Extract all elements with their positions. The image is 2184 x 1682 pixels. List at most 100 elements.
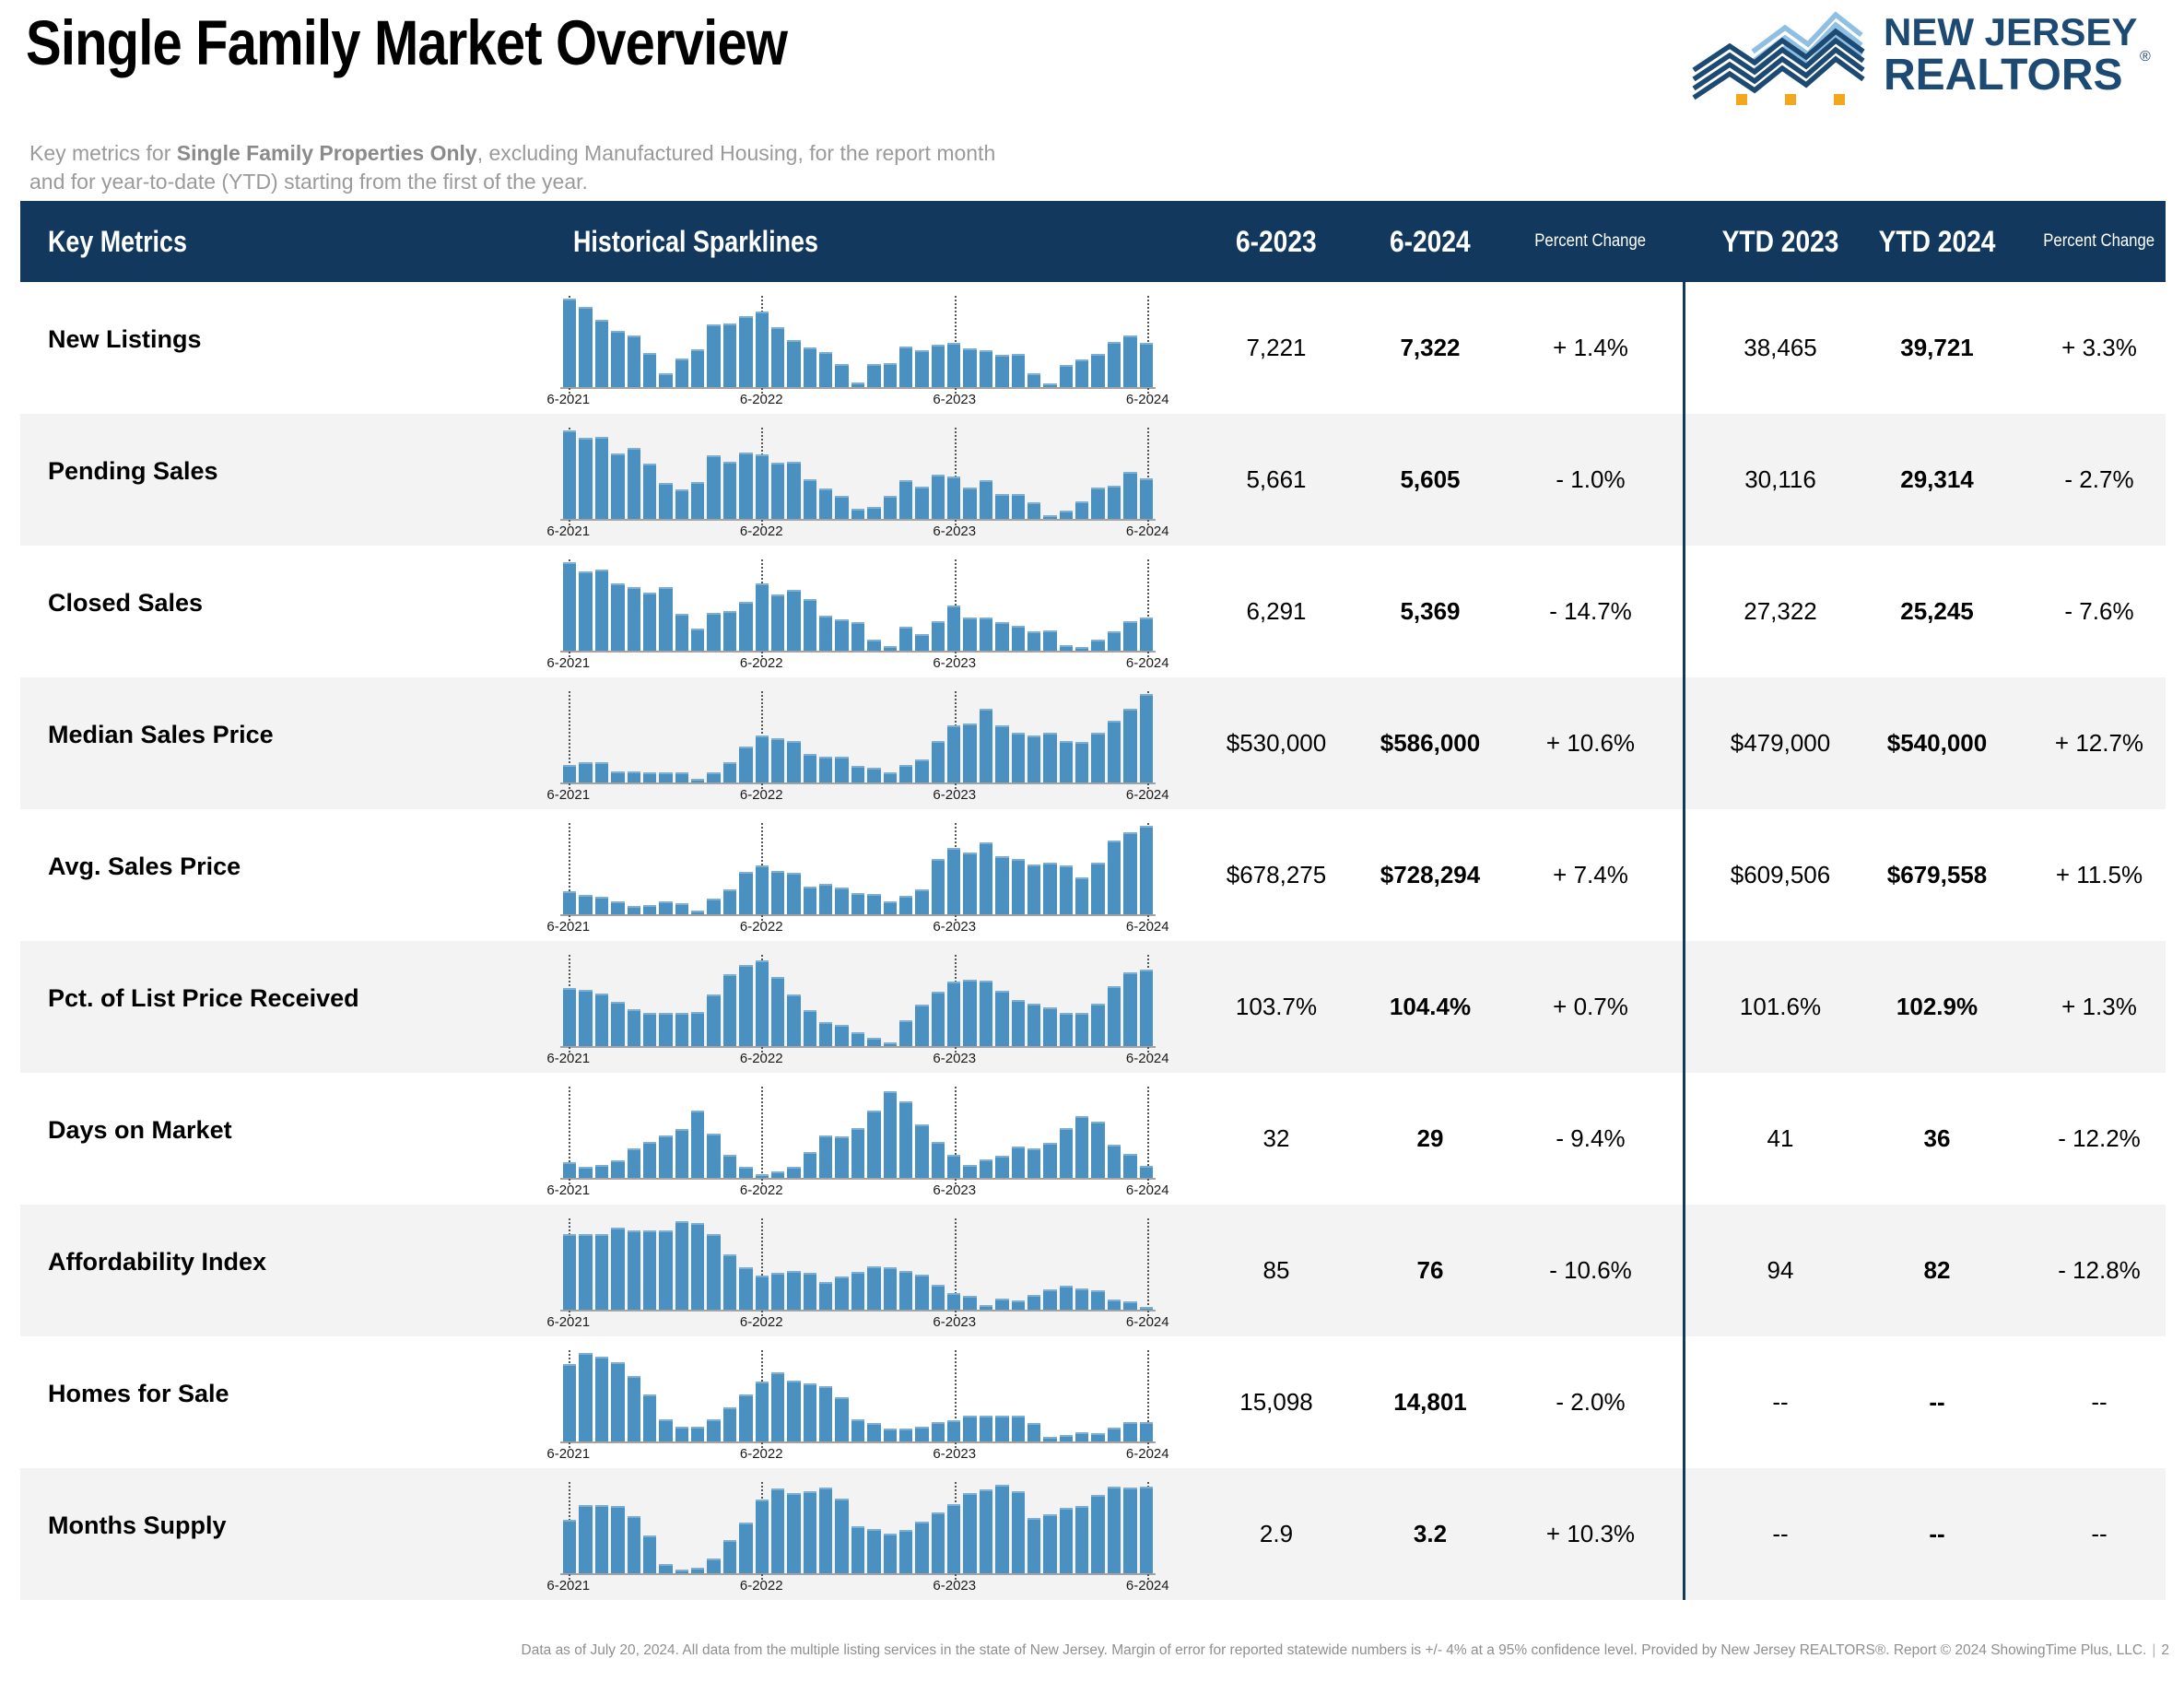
spark-bar	[915, 487, 929, 519]
spark-bar	[594, 896, 609, 914]
value-ytd-prev: --	[1772, 1520, 1789, 1547]
spark-bar	[691, 348, 705, 387]
metric-row: Closed Sales 6-2021 6-2022 6-2023 6-2024 6,…	[20, 546, 2166, 677]
spark-bar	[1139, 1307, 1153, 1310]
spark-bar	[947, 606, 961, 651]
sparkline-chart: 6-2021 6-2022 6-2023 6-2024	[546, 296, 1169, 410]
spark-bar	[659, 482, 673, 519]
value-month-curr: 14,801	[1393, 1388, 1467, 1416]
spark-bar	[947, 1292, 961, 1310]
value-pct-change-ytd: + 1.3%	[2061, 993, 2137, 1020]
value-month-prev: 15,098	[1239, 1388, 1313, 1416]
axis-label: 6-2023	[933, 523, 977, 539]
value-pct-change-month: + 7.4%	[1553, 861, 1628, 888]
spark-bar	[979, 1488, 993, 1573]
value-pct-change-month: + 10.6%	[1545, 729, 1636, 757]
month-gridline	[568, 823, 570, 921]
spark-bar	[819, 757, 833, 782]
axis-label: 6-2024	[1125, 655, 1169, 671]
value-pct-change-month: - 1.0%	[1556, 465, 1626, 493]
value-ytd-prev: $609,506	[1730, 861, 1831, 888]
sparkline-chart: 6-2021 6-2022 6-2023 6-2024	[546, 1087, 1169, 1201]
spark-bar	[835, 1499, 849, 1573]
spark-bar	[659, 372, 673, 387]
spark-bar	[963, 1164, 977, 1178]
spark-bar	[1043, 733, 1057, 782]
axis-label: 6-2021	[546, 1182, 591, 1198]
axis-label: 6-2024	[1125, 1446, 1169, 1462]
spark-bar	[739, 316, 753, 387]
spark-bar	[1043, 515, 1057, 519]
spark-bar	[675, 772, 688, 782]
spark-bar	[722, 610, 737, 651]
spark-bar	[770, 326, 785, 387]
value-month-prev: 5,661	[1246, 465, 1307, 493]
spark-bar	[963, 347, 977, 387]
value-ytd-prev: --	[1772, 1388, 1789, 1416]
spark-bar	[883, 1090, 897, 1178]
spark-bar	[1107, 630, 1121, 651]
spark-bar	[1123, 472, 1137, 519]
spark-bar	[642, 905, 657, 914]
spark-bar	[835, 364, 849, 387]
spark-bar	[659, 1012, 673, 1046]
value-pct-change-month: - 9.4%	[1556, 1124, 1626, 1152]
spark-bar	[1027, 501, 1041, 519]
page-title: Single Family Market Overview	[26, 7, 932, 79]
spark-bar	[819, 1487, 833, 1573]
spark-bar	[1075, 359, 1089, 387]
sparkline-chart: 6-2021 6-2022 6-2023 6-2024	[546, 1218, 1169, 1333]
spark-bar	[642, 1229, 657, 1310]
spark-bar	[627, 1515, 640, 1573]
spark-bar	[770, 870, 785, 914]
logo-line2: REALTORS	[1884, 51, 2123, 100]
spark-bar	[915, 349, 929, 387]
metric-row: New Listings 6-2021 6-2022 6-2023 6-2024 7,…	[20, 282, 2166, 414]
spark-bar	[931, 1141, 945, 1178]
spark-bar	[563, 987, 577, 1046]
spark-bar	[627, 771, 640, 782]
spark-bar	[819, 1135, 833, 1178]
spark-bar	[611, 453, 625, 519]
spark-bar	[947, 848, 961, 914]
spark-bar	[835, 757, 849, 782]
spark-bar	[787, 340, 801, 387]
spark-bar	[995, 724, 1009, 782]
spark-bar	[1011, 1300, 1025, 1310]
spark-bar	[1027, 1422, 1041, 1441]
spark-bar	[787, 1492, 801, 1573]
spark-bar	[979, 980, 993, 1046]
metrics-table-body: New Listings 6-2021 6-2022 6-2023 6-2024 7,…	[20, 282, 2166, 1600]
spark-bar	[594, 1356, 609, 1441]
value-pct-change-month: - 10.6%	[1549, 1256, 1632, 1284]
sparkline-plot	[560, 823, 1156, 921]
spark-bar	[1075, 1506, 1089, 1573]
value-pct-change-ytd: + 11.5%	[2055, 861, 2143, 888]
spark-bar	[1107, 485, 1121, 519]
metric-label: Homes for Sale	[48, 1380, 229, 1407]
spark-bar	[915, 1124, 929, 1178]
subtitle-bold: Single Family Properties Only	[176, 141, 477, 165]
spark-bar	[1075, 876, 1089, 914]
spark-bar	[947, 981, 961, 1046]
spark-bar	[851, 509, 865, 519]
value-ytd-curr: 39,721	[1900, 334, 1974, 361]
month-gridline	[1147, 1350, 1150, 1448]
value-ytd-curr: $540,000	[1886, 729, 1988, 757]
value-month-curr: 5,605	[1400, 465, 1461, 493]
month-gridline	[1147, 559, 1150, 657]
metric-label: Median Sales Price	[48, 721, 274, 748]
axis-label: 6-2022	[739, 787, 783, 803]
spark-bar	[803, 1382, 816, 1441]
spark-bar	[787, 740, 801, 782]
spark-bar	[1011, 1000, 1025, 1046]
spark-bar	[883, 772, 897, 782]
spark-bar	[594, 1234, 609, 1310]
spark-bar	[627, 1008, 640, 1046]
sparkline-plot	[560, 428, 1156, 525]
value-pct-change-month: + 1.4%	[1553, 334, 1628, 361]
spark-bar	[1123, 1421, 1137, 1441]
spark-bar	[995, 494, 1009, 519]
spark-bar	[707, 1234, 721, 1310]
spark-bar	[707, 454, 721, 519]
